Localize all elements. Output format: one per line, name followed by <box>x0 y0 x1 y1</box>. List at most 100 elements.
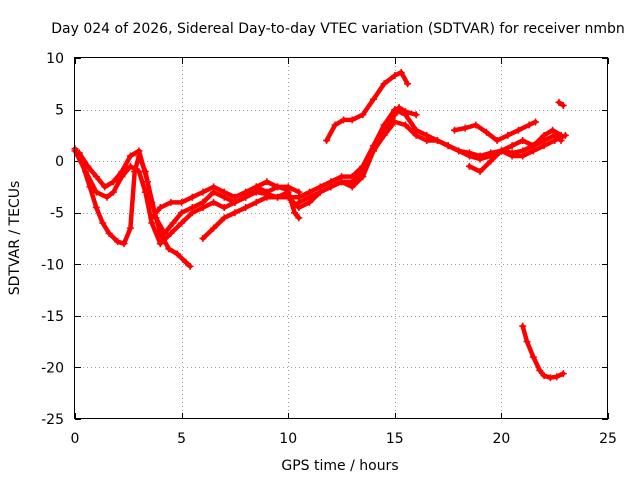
data-point <box>169 219 177 227</box>
data-point <box>359 111 367 119</box>
y-tick-label: 10 <box>46 51 64 67</box>
data-point <box>412 111 420 119</box>
data-point <box>540 131 548 139</box>
y-tick-label: -15 <box>41 309 64 325</box>
y-axis-label: SDTVAR / TECUs <box>7 181 23 296</box>
data-point <box>178 209 186 217</box>
data-point <box>75 149 83 157</box>
data-point <box>338 178 345 186</box>
series-line <box>72 146 193 269</box>
data-point <box>380 126 388 134</box>
data-point <box>423 131 431 139</box>
data-point <box>523 338 531 346</box>
data-point <box>306 193 314 201</box>
data-point <box>210 224 218 232</box>
data-point <box>120 240 128 248</box>
data-point <box>557 131 565 139</box>
y-tick-label: 0 <box>55 154 64 170</box>
data-point <box>114 238 122 246</box>
data-point <box>126 224 134 232</box>
data-point <box>553 373 561 381</box>
data-point <box>263 193 271 201</box>
data-point <box>540 142 548 150</box>
data-point <box>188 193 196 201</box>
series-track-6 <box>284 106 569 201</box>
data-point <box>284 183 292 191</box>
data-point <box>519 322 527 330</box>
data-point <box>482 128 490 136</box>
data-point <box>263 178 271 186</box>
data-point <box>210 183 218 191</box>
data-point <box>555 98 563 106</box>
data-point <box>92 204 100 212</box>
data-point <box>220 214 228 222</box>
data-point <box>487 157 495 165</box>
data-point <box>274 183 282 191</box>
data-point <box>103 193 111 201</box>
plot-frame <box>74 57 608 419</box>
data-point <box>105 229 113 237</box>
series-track-9 <box>450 118 540 145</box>
data-point <box>173 250 181 258</box>
data-point <box>433 137 441 145</box>
data-point <box>508 142 516 150</box>
data-point <box>252 198 260 206</box>
data-point <box>540 372 548 380</box>
data-point <box>532 118 540 126</box>
data-point <box>493 137 501 145</box>
series-track-11 <box>555 98 567 109</box>
data-point <box>359 173 367 181</box>
data-point <box>316 188 324 196</box>
y-tick-label: -20 <box>41 360 64 376</box>
data-point <box>348 183 356 191</box>
data-point <box>118 167 126 175</box>
x-tick-label: 5 <box>177 431 186 447</box>
data-point <box>391 111 399 119</box>
x-tick-label: 20 <box>492 431 510 447</box>
data-point <box>369 147 377 155</box>
data-point <box>135 147 143 155</box>
data-point <box>109 178 117 186</box>
data-point <box>529 142 537 150</box>
data-point <box>188 204 196 212</box>
data-point <box>148 214 156 222</box>
data-point <box>559 101 567 109</box>
data-point <box>546 374 554 382</box>
data-point <box>274 193 282 201</box>
data-point <box>186 262 194 270</box>
data-point <box>231 193 239 201</box>
data-point <box>514 126 522 134</box>
data-point <box>210 198 218 206</box>
data-point <box>476 155 484 163</box>
data-point <box>504 131 512 139</box>
y-tick-label: -10 <box>41 257 64 273</box>
data-point <box>109 188 117 196</box>
axis-ticks: 0 5 10 15 20 25 -25 -20 -15 -10 -5 0 5 10 <box>41 51 617 447</box>
data-point <box>101 183 109 191</box>
x-tick-label: 0 <box>71 431 80 447</box>
data-point <box>126 152 134 160</box>
data-point <box>397 68 405 76</box>
data-point <box>252 183 260 191</box>
data-point <box>143 178 151 186</box>
data-point <box>295 198 303 206</box>
data-point <box>156 204 164 212</box>
data-point <box>295 214 303 222</box>
data-point <box>444 142 452 150</box>
data-point <box>284 193 292 201</box>
data-point <box>242 188 250 196</box>
data-point <box>165 245 173 253</box>
data-point <box>549 126 557 134</box>
data-point <box>291 209 299 217</box>
data-point <box>348 116 356 124</box>
data-point <box>472 121 480 129</box>
data-point <box>323 137 331 145</box>
data-point <box>348 173 356 181</box>
x-tick-label: 10 <box>279 431 297 447</box>
data-point <box>465 152 473 160</box>
data-point <box>404 80 412 88</box>
data-point <box>455 147 463 155</box>
data-point <box>99 219 107 227</box>
data-point <box>476 167 484 175</box>
